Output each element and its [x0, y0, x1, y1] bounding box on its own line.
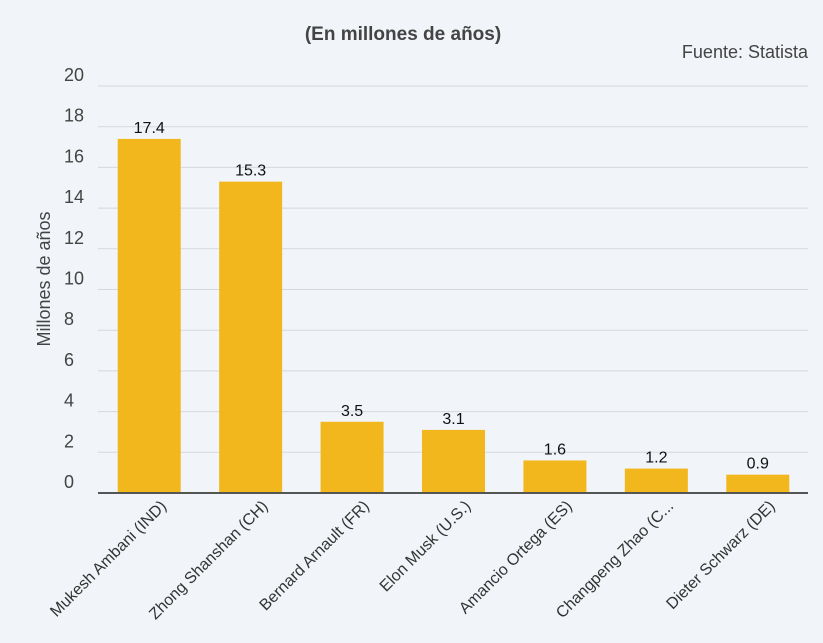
- x-tick-label: Changpeng Zhao (C...: [553, 498, 677, 622]
- bar: [219, 181, 283, 493]
- x-tick-label: Bernard Arnault (FR): [257, 498, 373, 614]
- x-tick-label: Mukesh Ambani (IND): [47, 498, 170, 621]
- x-tick-label: Elon Musk (U.S.): [377, 498, 475, 596]
- x-tick-label: Zhong Shanshan (CH): [146, 498, 271, 623]
- x-axis-ticks: Mukesh Ambani (IND)Zhong Shanshan (CH)Be…: [47, 498, 778, 623]
- y-tick-label: 10: [64, 269, 84, 289]
- y-tick-label: 2: [64, 431, 74, 451]
- y-tick-label: 14: [64, 187, 84, 207]
- source-label: Fuente: Statista: [682, 42, 809, 62]
- data-label: 1.2: [645, 450, 667, 467]
- bar: [320, 421, 384, 493]
- bar: [422, 429, 485, 493]
- y-tick-label: 0: [64, 472, 74, 492]
- bar: [624, 468, 688, 493]
- data-label: 0.9: [747, 456, 769, 473]
- y-axis-label: Millones de años: [34, 211, 54, 346]
- data-label: 3.1: [442, 411, 464, 428]
- bar: [523, 460, 587, 493]
- y-tick-label: 18: [64, 106, 84, 126]
- data-label: 15.3: [235, 163, 266, 180]
- data-label: 17.4: [134, 120, 165, 137]
- y-tick-label: 12: [64, 228, 84, 248]
- data-labels: 17.4 15.3 3.5 3.1 1.6 1.2 0.9: [134, 120, 769, 473]
- y-tick-label: 4: [64, 391, 74, 411]
- chart-subtitle: (En millones de años): [305, 24, 501, 45]
- bars: [117, 138, 790, 493]
- data-label: 1.6: [544, 441, 566, 458]
- bar: [726, 474, 790, 493]
- y-tick-label: 16: [64, 146, 84, 166]
- data-label: 3.5: [341, 403, 363, 420]
- gridlines: [98, 85, 808, 453]
- x-tick-label: Dieter Schwarz (DE): [663, 498, 778, 613]
- x-tick-label: Amancio Ortega (ES): [456, 498, 576, 618]
- y-axis-ticks: 0 2 4 6 8 10 12 14 16 18 20: [64, 65, 84, 492]
- y-tick-label: 6: [64, 350, 74, 370]
- bar: [117, 138, 181, 493]
- y-tick-label: 8: [64, 309, 74, 329]
- y-tick-label: 20: [64, 65, 84, 85]
